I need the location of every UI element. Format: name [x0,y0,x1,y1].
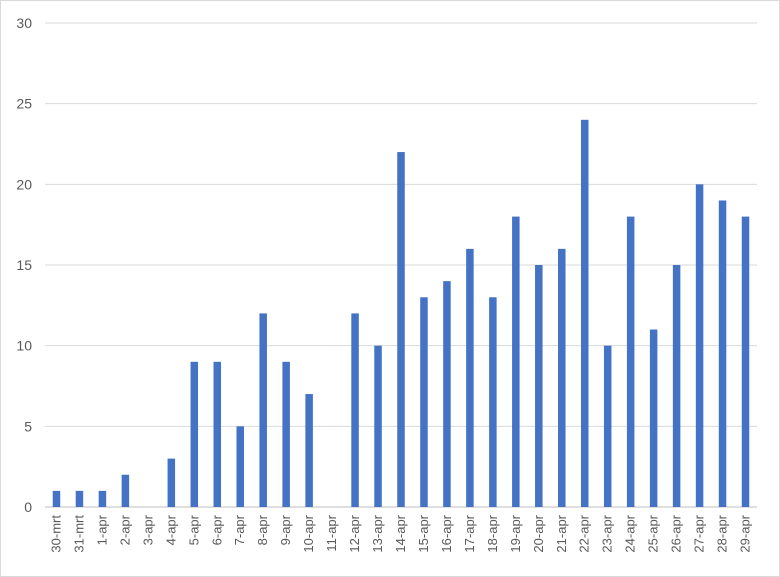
bar [672,265,681,507]
x-tick-label: 2-apr [117,514,132,545]
bar [236,426,244,507]
bar [535,265,543,507]
bar [420,297,428,507]
x-tick-label: 7-apr [232,514,247,545]
bar [374,345,382,507]
bar [741,216,750,507]
bar [75,490,84,507]
y-tick-label: 0 [24,499,32,515]
x-tick-label: 12-apr [347,514,362,552]
x-tick-label: 19-apr [508,514,523,552]
bar [167,458,176,507]
x-tick-label: 25-apr [646,514,661,552]
bar [718,200,727,507]
y-axis-tick-labels: 0 5 10 15 20 25 30 [16,15,32,515]
bar [580,119,589,508]
x-tick-label: 16-apr [439,514,454,552]
y-tick-label: 5 [24,418,32,434]
x-tick-label: 4-apr [163,514,178,545]
bar [489,297,497,507]
y-tick-label: 20 [16,176,32,192]
bar [213,361,222,507]
bar [443,281,451,507]
x-tick-label: 24-apr [623,514,638,552]
bar [351,313,359,507]
x-tick-label: 28-apr [715,514,730,552]
bar [558,248,566,507]
bar [121,474,130,507]
bar [190,361,199,507]
x-tick-label: 22-apr [577,514,592,552]
bar [305,394,313,507]
x-tick-label: 14-apr [393,514,408,552]
x-tick-label: 26-apr [669,514,684,552]
x-tick-label: 15-apr [416,514,431,552]
bar [626,216,635,507]
bar [512,216,520,507]
bar [649,329,658,507]
bar [52,490,61,507]
x-tick-label: 17-apr [462,514,477,552]
x-tick-label: 1-apr [94,514,109,545]
x-tick-label: 9-apr [278,514,293,545]
x-axis-tick-labels: 30-mrt 31-mrt 1-apr 2-apr 3-apr 4-apr 5-apr 6-a… [48,514,752,552]
x-tick-label: 18-apr [485,514,500,552]
bar [98,490,107,507]
x-tick-label: 20-apr [531,514,546,552]
x-tick-label: 10-apr [301,514,316,552]
x-tick-label: 11-apr [324,514,339,551]
x-tick-label: 3-apr [140,514,155,545]
bar [603,345,612,507]
bar [466,248,474,507]
x-tick-label: 29-apr [738,514,753,552]
y-tick-label: 25 [16,96,32,112]
x-tick-label: 21-apr [554,514,569,552]
x-tick-label: 31-mrt [71,515,86,553]
bar [259,313,267,507]
x-tick-label: 8-apr [255,514,270,545]
bar [397,152,405,508]
x-tick-label: 13-apr [370,514,385,552]
x-tick-label: 5-apr [186,514,201,545]
y-tick-label: 15 [16,257,32,273]
y-tick-label: 10 [16,338,32,354]
x-tick-label: 6-apr [209,514,224,545]
x-tick-label: 23-apr [600,514,615,552]
x-tick-label: 27-apr [692,514,707,552]
x-tick-label: 30-mrt [48,515,63,553]
bar [695,184,704,508]
y-tick-label: 30 [16,15,32,31]
bar [282,361,290,507]
bar-series [52,119,750,508]
